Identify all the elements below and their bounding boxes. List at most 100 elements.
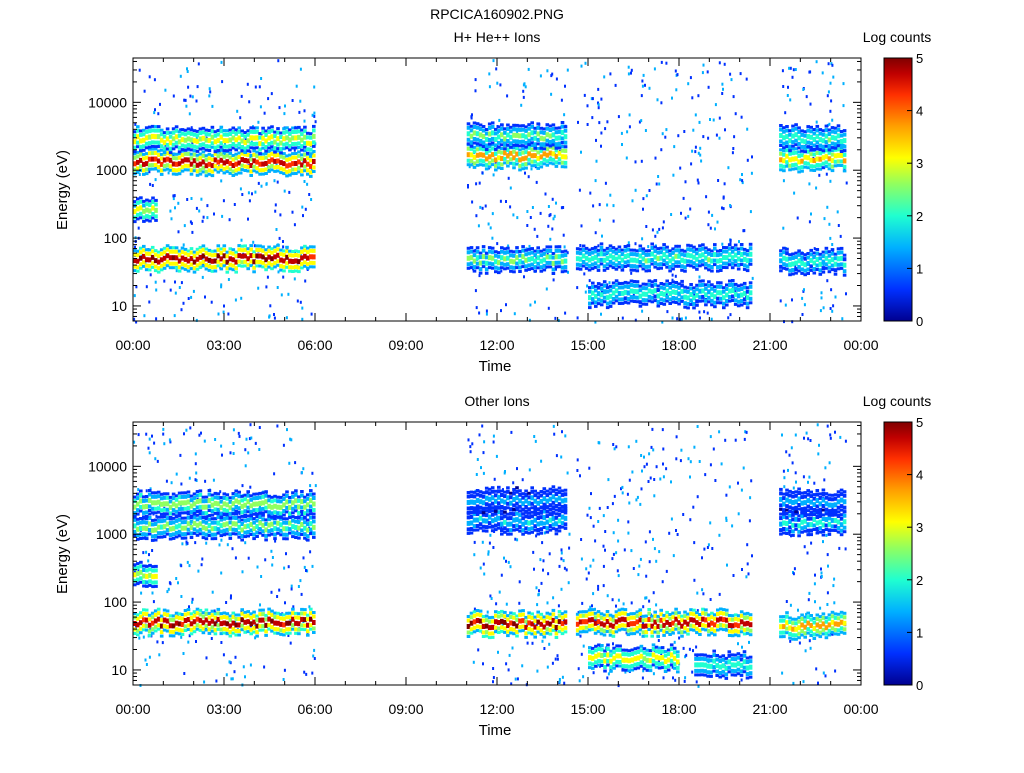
speckle	[823, 672, 825, 675]
speckle	[505, 200, 507, 203]
speckle	[793, 487, 795, 490]
band-cell	[834, 273, 838, 276]
band-cell	[843, 257, 847, 261]
speckle	[707, 312, 709, 315]
speckle	[617, 569, 619, 572]
band-cell	[482, 159, 486, 163]
speckle	[508, 177, 510, 180]
speckle	[830, 437, 832, 440]
speckle	[591, 116, 593, 119]
band-cell	[809, 158, 813, 163]
speckle	[479, 206, 481, 209]
speckle	[618, 115, 620, 118]
band-cell	[540, 165, 544, 168]
speckle	[267, 97, 269, 100]
speckle	[580, 151, 582, 154]
band-cell	[546, 132, 550, 137]
band-cell	[639, 245, 643, 248]
speckle	[279, 213, 281, 216]
speckle	[699, 317, 701, 320]
band-cell	[819, 253, 823, 256]
speckle	[299, 579, 301, 582]
speckle	[166, 480, 168, 483]
band-cell	[217, 492, 221, 495]
speckle	[711, 547, 713, 550]
speckle	[727, 166, 729, 169]
speckle	[670, 480, 672, 483]
band-cell	[843, 263, 847, 268]
speckle	[576, 469, 578, 472]
speckle	[300, 68, 302, 71]
speckle	[710, 227, 712, 230]
band-cell	[527, 127, 531, 131]
band-cell	[491, 137, 495, 141]
band-cell	[136, 578, 140, 582]
speckle	[181, 308, 183, 311]
speckle	[631, 601, 633, 604]
band-cell	[300, 173, 304, 176]
speckle	[721, 83, 723, 86]
speckle	[690, 76, 692, 79]
band-cell	[555, 165, 559, 168]
speckle	[657, 231, 659, 234]
band-cell	[500, 167, 504, 170]
band-cell	[169, 151, 173, 154]
speckle	[707, 137, 709, 140]
speckle	[613, 204, 615, 207]
speckle	[592, 559, 594, 562]
speckle	[475, 289, 477, 292]
speckle	[591, 604, 593, 607]
speckle	[524, 82, 526, 85]
speckle	[548, 307, 550, 310]
speckle	[524, 172, 526, 175]
speckle	[680, 449, 682, 452]
band-cell	[564, 129, 568, 133]
speckle	[833, 578, 835, 581]
band-cell	[809, 252, 813, 256]
band-cell	[564, 265, 568, 269]
speckle	[517, 677, 519, 680]
speckle	[795, 481, 797, 484]
speckle	[700, 160, 702, 163]
speckle	[493, 173, 495, 176]
speckle	[547, 666, 549, 669]
speckle	[290, 438, 292, 441]
band-cell	[145, 515, 149, 518]
speckle	[186, 198, 188, 201]
speckle	[483, 451, 485, 454]
band-cell	[229, 516, 233, 519]
band-cell	[312, 516, 316, 519]
speckle	[598, 121, 600, 124]
speckle	[653, 591, 655, 594]
band-cell	[509, 135, 513, 140]
band-cell	[809, 126, 813, 129]
speckle	[662, 580, 664, 583]
speckle	[713, 448, 715, 451]
band-cell	[791, 125, 795, 128]
speckle	[556, 454, 558, 457]
speckle	[719, 137, 721, 140]
band-cell	[701, 279, 705, 282]
speckle	[702, 135, 704, 138]
speckle	[230, 451, 232, 454]
speckle	[822, 540, 824, 543]
speckle	[599, 203, 601, 206]
speckle	[789, 640, 791, 643]
band-cell	[252, 270, 256, 273]
speckle	[183, 652, 185, 655]
speckle	[673, 554, 675, 557]
speckle	[617, 519, 619, 522]
speckle	[679, 167, 681, 170]
speckle	[138, 227, 140, 230]
speckle	[787, 86, 789, 89]
band-cell	[782, 149, 786, 152]
speckle	[622, 491, 624, 494]
band-cell	[543, 268, 547, 271]
speckle	[647, 245, 649, 248]
speckle	[260, 77, 262, 80]
band-cell	[476, 246, 480, 249]
band-cell	[312, 493, 316, 496]
speckle	[660, 148, 662, 151]
band-cell	[136, 206, 140, 211]
speckle	[782, 85, 784, 88]
